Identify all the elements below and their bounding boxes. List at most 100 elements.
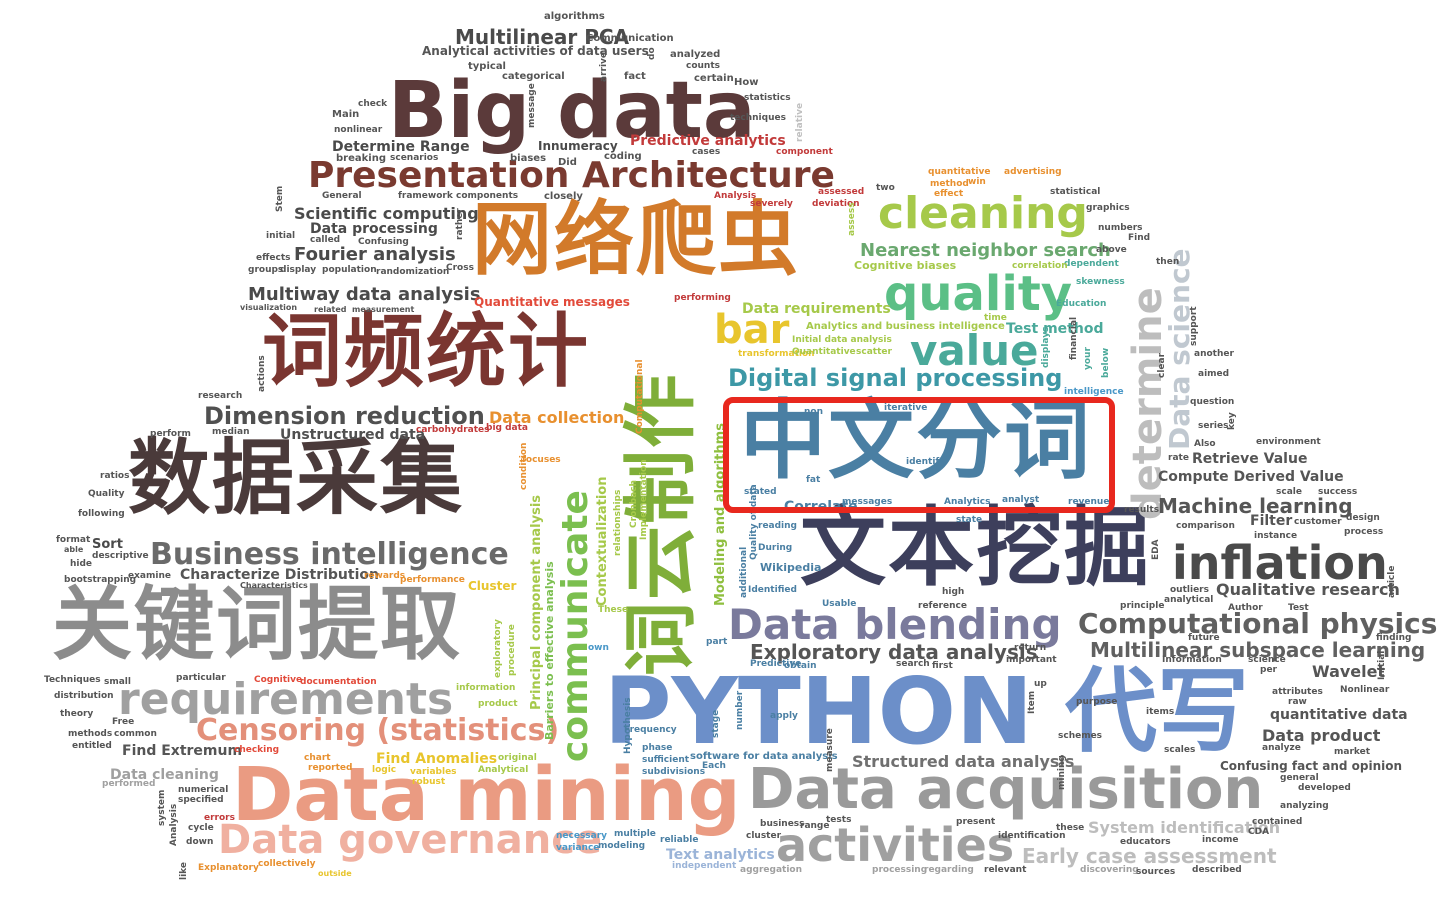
word-these-cap: These bbox=[598, 605, 629, 615]
word-statistics: statistics bbox=[744, 93, 791, 103]
word-displays: displays bbox=[1041, 326, 1051, 368]
word-data-mining: Data mining bbox=[232, 752, 741, 838]
word-requirements: requirements bbox=[118, 674, 454, 725]
word-examine: examine bbox=[128, 571, 171, 581]
word-during: During bbox=[758, 543, 793, 553]
word-presentation-architecture: Presentation Architecture bbox=[308, 155, 835, 196]
word-wikipedia: Wikipedia bbox=[760, 561, 822, 574]
word-future: future bbox=[1188, 633, 1220, 643]
word-environment: environment bbox=[1256, 437, 1321, 447]
word-breaking: breaking bbox=[336, 153, 386, 164]
word-eda: EDA bbox=[1151, 539, 1161, 560]
word-cipin-tongji: 词频统计 bbox=[262, 305, 590, 398]
word-implementation: Implementation bbox=[639, 459, 649, 540]
word-above: above bbox=[1096, 245, 1127, 255]
word-following: following bbox=[78, 509, 125, 519]
word-components: components bbox=[456, 191, 519, 201]
word-state: state bbox=[956, 515, 983, 525]
word-related: related bbox=[314, 305, 347, 314]
word-reported: reported bbox=[308, 763, 353, 773]
word-identification: identification bbox=[998, 831, 1066, 841]
word-two: two bbox=[876, 183, 895, 193]
word-assess: assess bbox=[847, 202, 857, 236]
word-search: search bbox=[896, 659, 930, 669]
word-nearest-neighbor: Nearest neighbor search bbox=[860, 240, 1111, 261]
word-counts: counts bbox=[686, 61, 720, 71]
word-analytical-activities: Analytical activities of data users bbox=[422, 44, 649, 58]
word-focuses: focuses bbox=[522, 455, 561, 465]
word-income: income bbox=[1202, 835, 1239, 845]
word-schemes: schemes bbox=[1058, 731, 1103, 741]
word-groups: groups bbox=[248, 265, 284, 275]
word-theory: theory bbox=[60, 709, 94, 719]
word-quantitative: quantitative bbox=[928, 167, 991, 177]
word-part: part bbox=[706, 637, 728, 647]
word-quality: quality bbox=[884, 266, 1073, 322]
word-explanatory: Explanatory bbox=[198, 863, 259, 873]
word-numerical: numerical bbox=[178, 785, 229, 795]
word-skewness: skewness bbox=[1076, 277, 1125, 287]
word-initial: initial bbox=[266, 231, 296, 241]
word-each: Each bbox=[702, 761, 726, 771]
word-closely: closely bbox=[544, 191, 583, 202]
word-sufficient: sufficient bbox=[642, 755, 690, 765]
word-time: time bbox=[984, 313, 1007, 323]
word-retrieve-value: Retrieve Value bbox=[1192, 451, 1308, 467]
word-multiway-data-analysis: Multiway data analysis bbox=[248, 284, 481, 305]
word-cycle: cycle bbox=[188, 823, 214, 833]
word-reliable: reliable bbox=[660, 835, 699, 845]
word-revenue: revenue bbox=[1068, 497, 1110, 507]
word-software-for-data-analysis: software for data analysis bbox=[690, 751, 838, 762]
word-shuju-caiji: 数据采集 bbox=[128, 431, 465, 526]
word-able: able bbox=[64, 545, 84, 554]
word-relevant: relevant bbox=[984, 865, 1027, 875]
word-aggregation: aggregation bbox=[740, 865, 802, 875]
word-rate: rate bbox=[1168, 453, 1189, 463]
word-fact: fact bbox=[624, 71, 646, 82]
word-hypothesis: Hypothesis bbox=[623, 697, 633, 754]
word-scenarios: scenarios bbox=[390, 153, 439, 163]
word-filter: Filter bbox=[1250, 513, 1293, 529]
word-instance: instance bbox=[1254, 531, 1298, 541]
word-main: Main bbox=[332, 109, 360, 120]
word-cluster: Cluster bbox=[468, 579, 517, 593]
word-documentation: documentation bbox=[300, 677, 377, 687]
word-market: market bbox=[1334, 747, 1371, 757]
word-data-product: Data product bbox=[1262, 726, 1381, 745]
word-important: important bbox=[1006, 655, 1057, 665]
word-general-small: general bbox=[1280, 773, 1319, 783]
word-statistical: statistical bbox=[1050, 187, 1101, 197]
word-wavelet: Wavelet bbox=[1312, 662, 1386, 681]
word-unstructured-data: Unstructured data bbox=[280, 427, 426, 443]
word-check: check bbox=[358, 99, 388, 109]
word-business: business bbox=[760, 819, 805, 829]
word-test-method: Test method bbox=[1006, 321, 1104, 337]
word-randomization: randomization bbox=[376, 267, 450, 277]
word-education: Education bbox=[1056, 299, 1107, 309]
word-cda: CDA bbox=[1248, 827, 1270, 837]
word-wangluo-pachong: 网络爬虫 bbox=[472, 193, 800, 286]
word-additional: additional bbox=[739, 546, 749, 598]
word-logic: logic bbox=[372, 765, 397, 775]
word-data-processing: Data processing bbox=[310, 221, 438, 237]
word-another: another bbox=[1194, 349, 1234, 359]
word-chart: chart bbox=[304, 753, 331, 763]
word-early-case-assessment: Early case assessment bbox=[1022, 844, 1277, 868]
word-relationships: relationships bbox=[613, 489, 623, 556]
word-key: key bbox=[1227, 412, 1237, 430]
word-data-cleaning: Data cleaning bbox=[110, 767, 219, 783]
word-variance: variance bbox=[556, 843, 600, 853]
word-scales: scales bbox=[1164, 745, 1196, 755]
word-non: non bbox=[804, 407, 823, 417]
word-barriers: Barriers to effective analysis bbox=[543, 561, 556, 740]
word-analytics: Analytics bbox=[944, 497, 991, 507]
word-specified: specified bbox=[178, 795, 224, 805]
word-fat: fat bbox=[806, 475, 821, 485]
word-clear: clear bbox=[1157, 352, 1167, 378]
word-actions: actions bbox=[257, 355, 267, 392]
word-biases: biases bbox=[510, 153, 547, 164]
word-quantitative-messages: Quantitative messages bbox=[474, 295, 630, 309]
word-ratios: ratios bbox=[100, 471, 130, 481]
word-process: process bbox=[1344, 527, 1384, 537]
word-per: per bbox=[1260, 665, 1277, 675]
